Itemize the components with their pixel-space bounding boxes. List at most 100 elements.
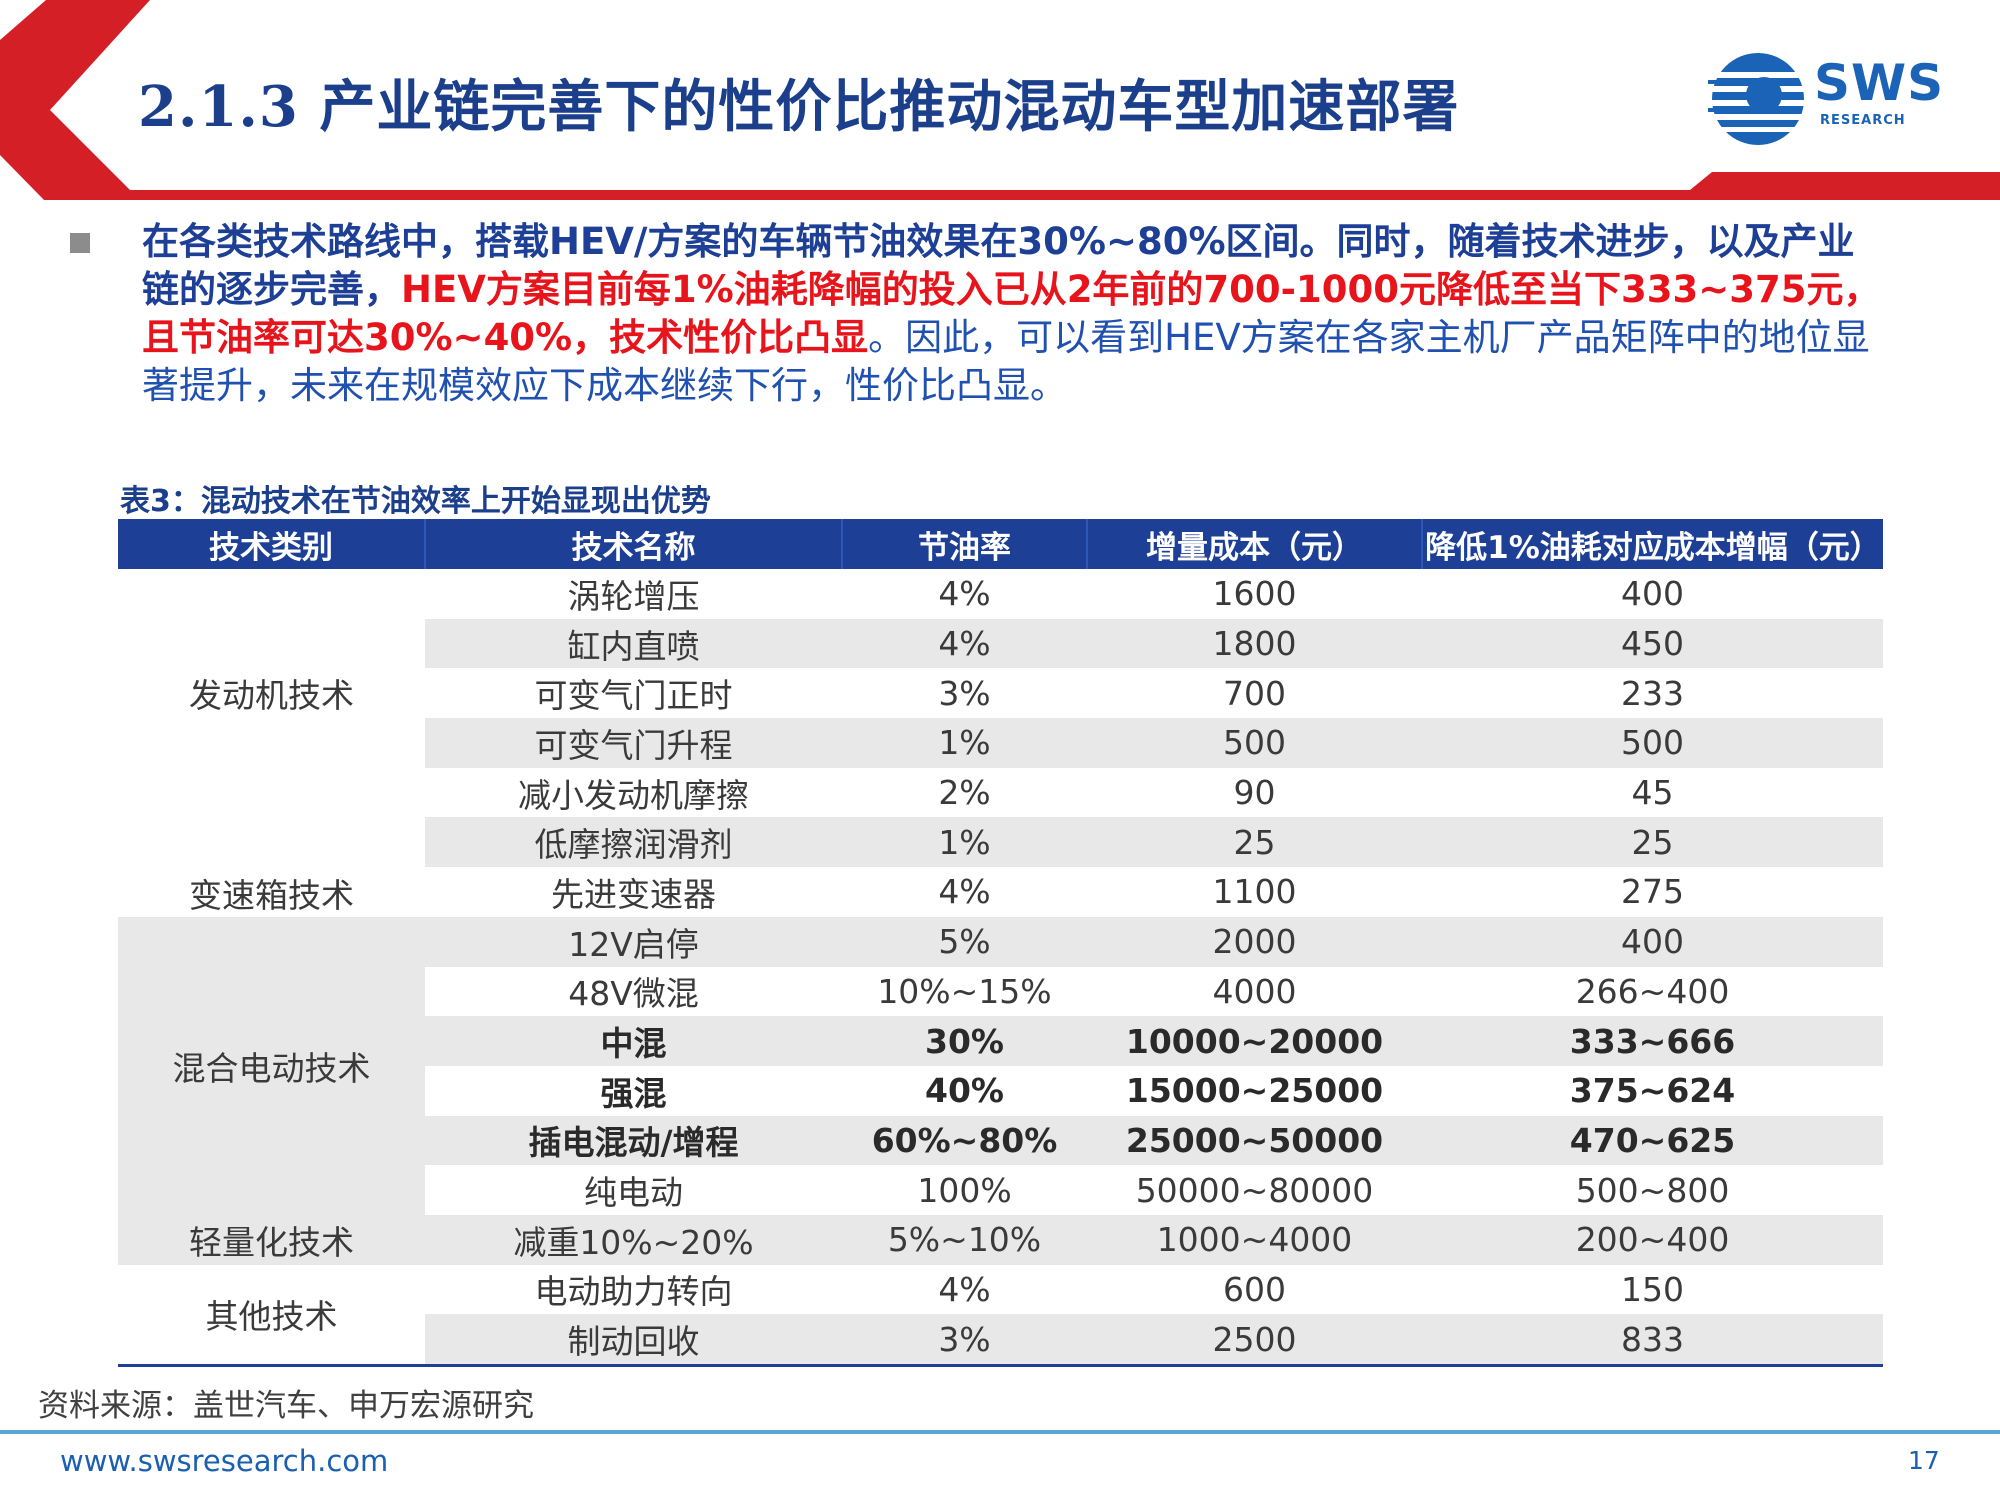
fuel-saving-cell: 3% bbox=[938, 673, 991, 713]
header-decoration bbox=[0, 0, 2000, 200]
table-row: 变速箱技术 低摩擦润滑剂 1% 25 25 bbox=[118, 817, 1883, 917]
fuel-saving-cell: 2% bbox=[938, 773, 991, 813]
header-tech-name: 技术名称 bbox=[425, 519, 843, 569]
fuel-saving-cell: 5% bbox=[842, 916, 1087, 967]
fuel-saving-cell: 3% bbox=[842, 1314, 1087, 1366]
incremental-cost-cell: 25 bbox=[1087, 817, 1422, 868]
fuel-efficiency-table: 技术类别 技术名称 节油率 增量成本（元） 降低1%油耗对应成本增幅（元） 发动… bbox=[118, 519, 1883, 1367]
table-row: 强混 40% 15000~25000 375~624 bbox=[118, 1066, 1883, 1116]
cost-per-percent-cell: 500~800 bbox=[1575, 1170, 1730, 1210]
tech-name-cell: 12V启停 bbox=[425, 916, 842, 967]
tech-name-cell: 减重10%~20% bbox=[425, 1214, 842, 1265]
summary-bullet: 在各类技术路线中，搭载HEV/方案的车辆节油效果在30%~80%区间。同时，随着… bbox=[70, 218, 1890, 410]
tech-name-cell: 中混 bbox=[425, 1016, 842, 1066]
sws-logo: SWS RESEARCH bbox=[1708, 50, 1958, 148]
fuel-saving-cell: 10%~15% bbox=[877, 971, 1052, 1011]
fuel-saving-cell: 4% bbox=[842, 618, 1087, 669]
table-row: 减小发动机摩擦 2% 90 45 bbox=[118, 768, 1883, 818]
tech-name-cell: 插电混动/增程 bbox=[425, 1115, 842, 1166]
cost-per-percent-cell: 266~400 bbox=[1575, 971, 1730, 1011]
tech-name-cell: 可变气门升程 bbox=[425, 718, 842, 768]
tech-name-cell: 减小发动机摩擦 bbox=[518, 775, 749, 815]
incremental-cost-cell: 2500 bbox=[1087, 1314, 1422, 1366]
fuel-saving-cell: 100% bbox=[917, 1170, 1012, 1210]
footer-website-link[interactable]: www.swsresearch.com bbox=[60, 1444, 389, 1478]
table-row: 中混 30% 10000~20000 333~666 bbox=[118, 1016, 1883, 1066]
logo-subtext: RESEARCH bbox=[1820, 113, 1906, 128]
incremental-cost-cell: 2000 bbox=[1087, 916, 1422, 967]
table-row: 可变气门升程 1% 500 500 bbox=[118, 718, 1883, 768]
category-other: 其他技术 bbox=[118, 1264, 425, 1366]
cost-per-percent-cell: 333~666 bbox=[1422, 1016, 1883, 1066]
cost-per-percent-cell: 150 bbox=[1621, 1269, 1684, 1309]
category-transmission: 变速箱技术 bbox=[118, 817, 425, 917]
logo-wordmark: SWS bbox=[1814, 54, 1945, 112]
fuel-saving-cell: 4% bbox=[938, 574, 991, 614]
table-caption: 表3：混动技术在节油效率上开始显现出优势 bbox=[120, 484, 711, 519]
table-row: 纯电动 100% 50000~80000 500~800 bbox=[118, 1165, 1883, 1215]
cost-per-percent-cell: 45 bbox=[1631, 773, 1674, 813]
cost-per-percent-cell: 25 bbox=[1422, 817, 1883, 868]
summary-paragraph: 在各类技术路线中，搭载HEV/方案的车辆节油效果在30%~80%区间。同时，随着… bbox=[142, 218, 1890, 410]
cost-per-percent-cell: 233 bbox=[1621, 673, 1684, 713]
category-hybrid: 混合电动技术 bbox=[118, 916, 425, 1215]
page-number: 17 bbox=[1908, 1446, 1940, 1475]
header-incremental-cost: 增量成本（元） bbox=[1087, 519, 1423, 569]
cost-per-percent-cell: 500 bbox=[1422, 718, 1883, 768]
cost-per-percent-cell: 833 bbox=[1422, 1314, 1883, 1366]
fuel-saving-cell: 4% bbox=[938, 872, 991, 912]
incremental-cost-cell: 1100 bbox=[1212, 872, 1297, 912]
fuel-saving-cell: 5%~10% bbox=[842, 1214, 1087, 1265]
bullet-square-icon bbox=[70, 233, 90, 253]
table-row: 轻量化技术 减重10%~20% 5%~10% 1000~4000 200~400 bbox=[118, 1214, 1883, 1265]
fuel-saving-cell: 4% bbox=[938, 1269, 991, 1309]
summary-highlight: HEV方案目前每1%油耗降幅的投入已从2年前的700-1000元降低至当下333… bbox=[142, 268, 1881, 359]
cost-per-percent-cell: 375~624 bbox=[1569, 1071, 1736, 1111]
header-tech-category: 技术类别 bbox=[118, 519, 426, 569]
summary-part-3: 。因此，可以看到HEV方案在各家主机厂产品矩阵中的地位显著提升，未来在规模效应下… bbox=[142, 316, 1870, 407]
fuel-saving-cell: 1% bbox=[842, 718, 1087, 768]
tech-name-cell: 先进变速器 bbox=[551, 874, 716, 914]
table-row: 48V微混 10%~15% 4000 266~400 bbox=[118, 967, 1883, 1017]
incremental-cost-cell: 25000~50000 bbox=[1087, 1115, 1422, 1166]
table-row: 发动机技术 涡轮增压 4% 1600 400 bbox=[118, 569, 1883, 818]
fuel-saving-cell: 1% bbox=[842, 817, 1087, 868]
incremental-cost-cell: 90 bbox=[1233, 773, 1276, 813]
summary-part-1: 在各类技术路线中，搭载HEV/方案的车辆节油效果在30%~80%区间。同时，随着… bbox=[142, 220, 1855, 311]
tech-name-cell: 缸内直喷 bbox=[425, 618, 842, 669]
cost-per-percent-cell: 200~400 bbox=[1422, 1214, 1883, 1265]
incremental-cost-cell: 4000 bbox=[1212, 971, 1297, 1011]
cost-per-percent-cell: 470~625 bbox=[1422, 1115, 1883, 1166]
incremental-cost-cell: 600 bbox=[1223, 1269, 1286, 1309]
source-note: 资料来源：盖世汽车、申万宏源研究 bbox=[38, 1388, 534, 1424]
sws-globe-icon bbox=[1708, 53, 1804, 145]
table-row: 缸内直喷 4% 1800 450 bbox=[118, 618, 1883, 669]
table-row: 先进变速器 4% 1100 275 bbox=[118, 867, 1883, 917]
table-row: 制动回收 3% 2500 833 bbox=[118, 1314, 1883, 1366]
incremental-cost-cell: 50000~80000 bbox=[1135, 1170, 1374, 1210]
tech-name-cell: 制动回收 bbox=[425, 1314, 842, 1366]
incremental-cost-cell: 10000~20000 bbox=[1087, 1016, 1422, 1066]
header-cost-per-percent: 降低1%油耗对应成本增幅（元） bbox=[1422, 519, 1883, 569]
tech-name-cell: 强混 bbox=[600, 1073, 667, 1113]
header-fuel-saving-rate: 节油率 bbox=[842, 519, 1088, 569]
tech-name-cell: 48V微混 bbox=[568, 974, 699, 1014]
incremental-cost-cell: 700 bbox=[1223, 673, 1286, 713]
header-red-chevron bbox=[0, 0, 150, 200]
incremental-cost-cell: 1600 bbox=[1212, 574, 1297, 614]
header-red-band bbox=[44, 172, 2000, 200]
cost-per-percent-cell: 400 bbox=[1422, 916, 1883, 967]
incremental-cost-cell: 1800 bbox=[1087, 618, 1422, 669]
incremental-cost-cell: 15000~25000 bbox=[1125, 1071, 1384, 1111]
fuel-saving-cell: 60%~80% bbox=[842, 1115, 1087, 1166]
table-row: 可变气门正时 3% 700 233 bbox=[118, 668, 1883, 718]
tech-name-cell: 涡轮增压 bbox=[567, 576, 700, 616]
footer-divider bbox=[0, 1430, 2000, 1434]
page-title: 2.1.3 产业链完善下的性价比推动混动车型加速部署 bbox=[138, 74, 1460, 140]
cost-per-percent-cell: 450 bbox=[1422, 618, 1883, 669]
tech-name-cell: 电动助力转向 bbox=[534, 1272, 733, 1312]
tech-name-cell: 纯电动 bbox=[584, 1173, 683, 1213]
tech-name-cell: 可变气门正时 bbox=[534, 676, 733, 716]
table-header-row: 技术类别 技术名称 节油率 增量成本（元） 降低1%油耗对应成本增幅（元） bbox=[118, 519, 1883, 569]
cost-per-percent-cell: 400 bbox=[1621, 574, 1684, 614]
